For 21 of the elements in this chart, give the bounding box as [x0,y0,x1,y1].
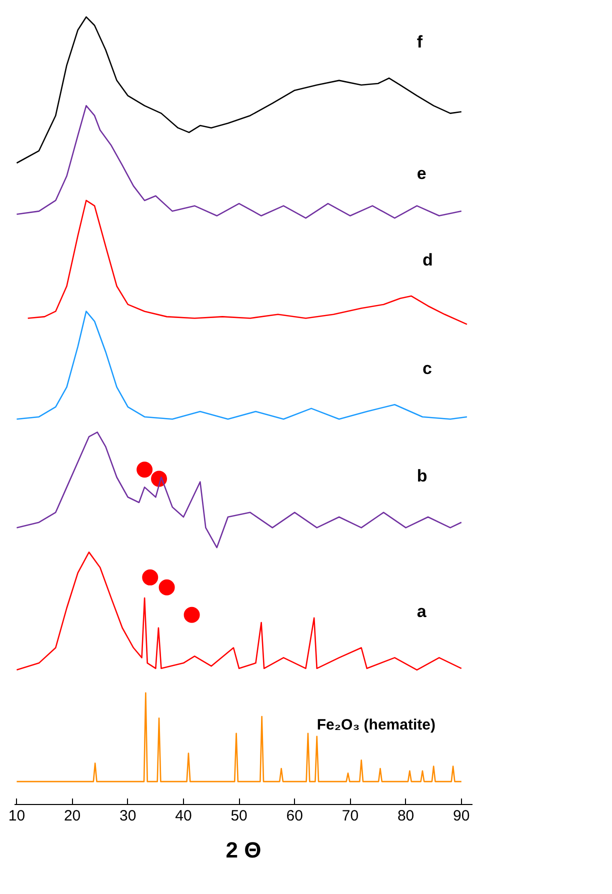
text: c [422,358,432,378]
x-tick-label: 10 [8,808,26,824]
point [142,569,158,586]
x-tick-label: 20 [64,808,81,824]
point [184,606,200,623]
point [158,579,175,596]
series-label: b [416,466,428,486]
text: a [416,602,427,621]
series-label: e [416,164,426,184]
x-tick-label: 50 [230,808,248,824]
point [136,462,153,478]
x-tick-label: 90 [453,808,470,824]
text: f [416,32,423,52]
x-tick-label: 40 [175,808,192,824]
x-axis-title: 2 Θ [226,838,262,862]
x-tick-label: 60 [286,808,303,824]
x-tick-label: 80 [397,808,414,824]
x-tick-label: 30 [120,808,136,824]
series-label: Fe₂O₃ (hematite) [316,716,436,734]
x-tick-label: 70 [342,808,359,824]
series-label: d [422,250,433,270]
